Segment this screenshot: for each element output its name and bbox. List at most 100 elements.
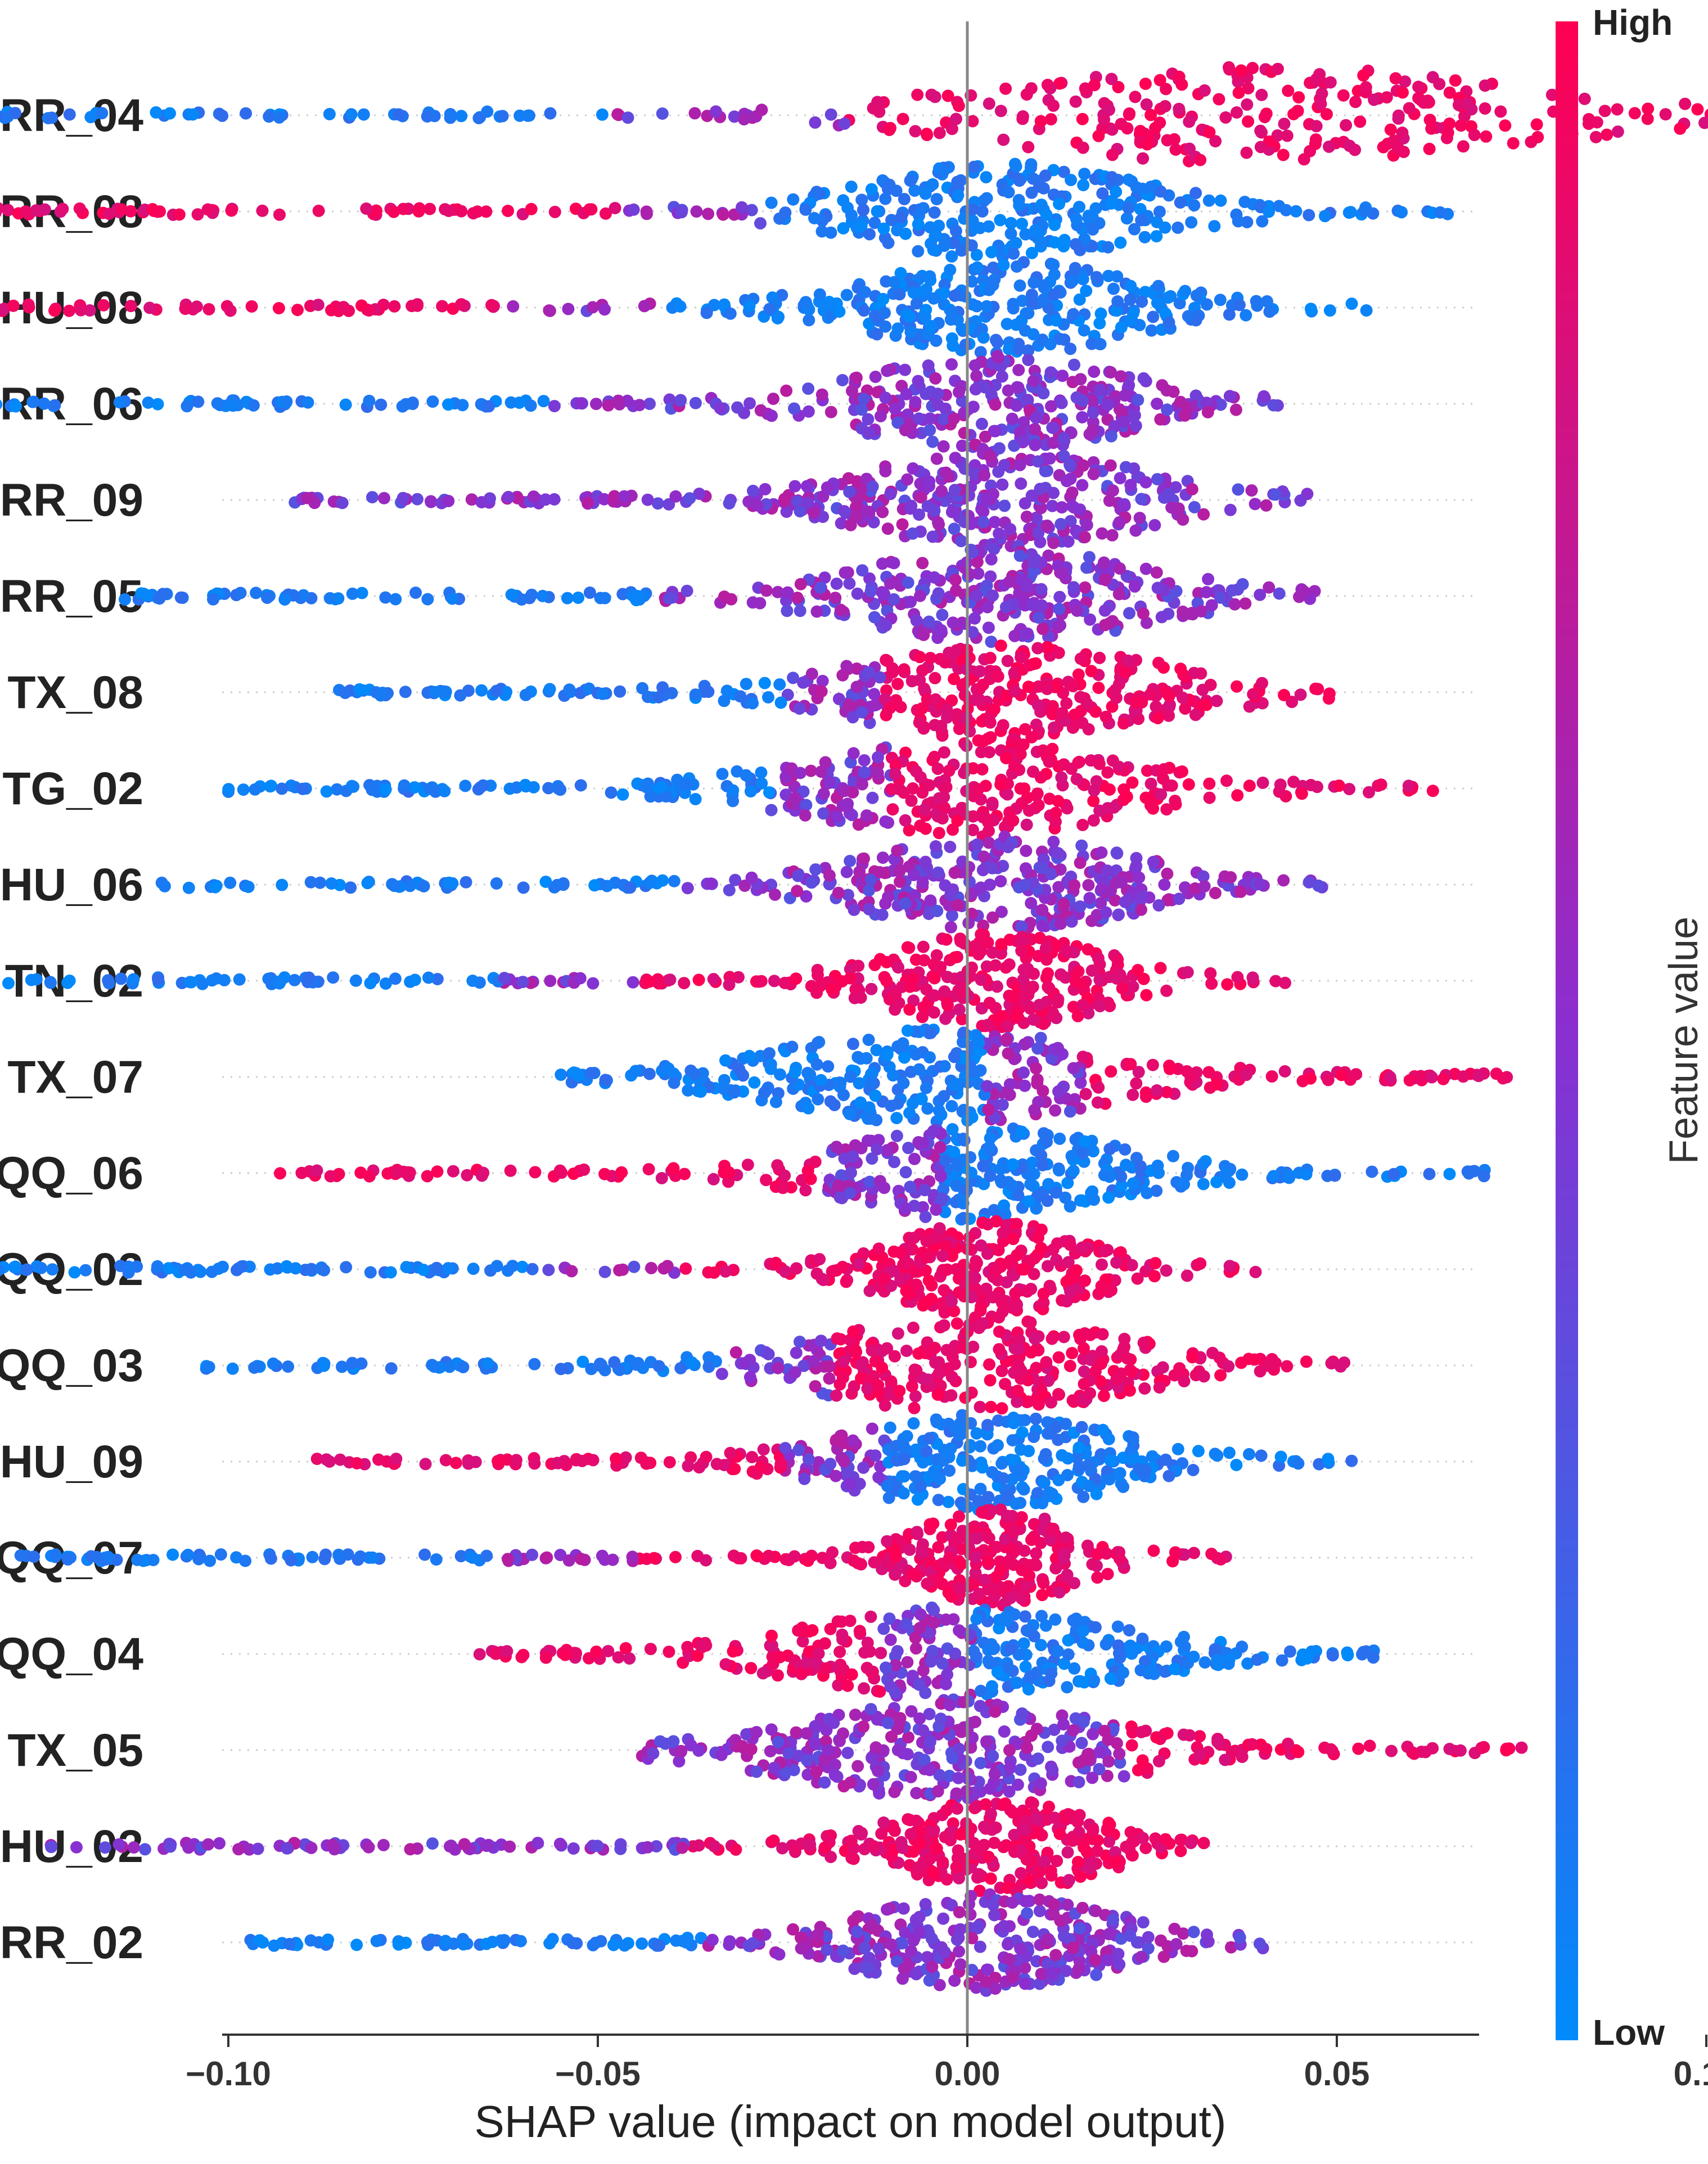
shap-point (1013, 199, 1026, 212)
shap-point (910, 1278, 923, 1291)
shap-point (142, 396, 155, 409)
shap-point (968, 160, 980, 173)
shap-point (1105, 197, 1117, 210)
shap-point (179, 303, 192, 315)
shap-point (913, 508, 926, 521)
shap-point (627, 976, 639, 989)
shap-point (84, 111, 97, 124)
shap-point (301, 492, 314, 504)
shap-point (1030, 511, 1043, 524)
shap-point (1189, 389, 1202, 402)
shap-point (974, 693, 986, 706)
shap-point (740, 678, 752, 691)
shap-point (1137, 607, 1150, 620)
shap-point (379, 591, 392, 604)
shap-point (1641, 112, 1654, 125)
shap-point (1068, 358, 1080, 371)
shap-point (498, 972, 511, 985)
shap-point (1006, 1179, 1019, 1192)
feature-row: HU_06 (0, 830, 1479, 934)
shap-point (912, 245, 925, 258)
shap-point (809, 1155, 822, 1168)
shap-point (431, 1165, 444, 1178)
shap-point (1174, 395, 1187, 408)
shap-point (1031, 787, 1044, 800)
shap-point (989, 333, 1002, 346)
shap-point (983, 97, 995, 110)
shap-point (1171, 221, 1184, 234)
shap-point (1186, 483, 1198, 495)
shap-point (878, 1273, 891, 1286)
shap-point (1083, 551, 1096, 563)
shap-point (913, 651, 926, 664)
shap-point (815, 225, 828, 238)
shap-point (1121, 654, 1134, 667)
shap-point (1044, 113, 1057, 126)
shap-point (1135, 214, 1148, 227)
shap-point (688, 107, 701, 120)
shap-point (934, 1170, 947, 1183)
shap-point (408, 781, 421, 794)
shap-point (912, 218, 925, 231)
shap-point (1064, 1285, 1077, 1298)
shap-point (1037, 853, 1050, 865)
shap-point (984, 1131, 997, 1144)
shap-point (779, 1265, 792, 1278)
shap-point (934, 652, 947, 665)
shap-point (968, 359, 981, 372)
shap-point (1072, 965, 1085, 978)
shap-point (1214, 294, 1227, 306)
shap-point (944, 313, 957, 326)
shap-point (1204, 967, 1217, 980)
shap-point (1088, 784, 1101, 797)
shap-point (1384, 123, 1397, 136)
shap-point (974, 665, 986, 678)
shap-point (1160, 803, 1173, 816)
shap-point (803, 314, 815, 327)
shap-point (871, 1143, 884, 1156)
shap-point (1016, 112, 1029, 125)
shap-point (988, 543, 1001, 556)
shap-point (1060, 1275, 1073, 1288)
shap-point (846, 385, 858, 398)
shap-point (1309, 682, 1322, 695)
shap-point (948, 866, 961, 879)
shap-point (1223, 390, 1236, 403)
shap-point (399, 398, 412, 411)
shap-point (953, 723, 966, 736)
shap-point (1019, 862, 1032, 875)
shap-point (809, 863, 822, 876)
shap-point (1141, 764, 1153, 777)
shap-point (339, 398, 352, 411)
shap-point (1387, 1167, 1400, 1180)
shap-point (364, 977, 377, 990)
shap-point (361, 877, 374, 890)
shap-point (1139, 791, 1152, 804)
shap-point (867, 102, 880, 115)
shap-point (1055, 396, 1068, 409)
shap-point (1263, 205, 1275, 218)
shap-point (1008, 760, 1021, 773)
shap-point (1099, 906, 1112, 919)
shap-point (1545, 88, 1558, 101)
shap-point (115, 972, 128, 985)
shap-point (894, 701, 907, 714)
shap-point (1160, 1264, 1173, 1277)
shap-point (847, 747, 860, 760)
shap-point (22, 298, 35, 311)
feature-row: TX_08 (7, 639, 1479, 746)
shap-point (214, 399, 227, 412)
shap-point (151, 1260, 164, 1273)
shap-point (891, 678, 904, 691)
shap-point (1129, 524, 1142, 537)
shap-point (752, 975, 765, 988)
shap-point (1153, 116, 1166, 129)
shap-point (1013, 458, 1026, 471)
shap-point (1210, 1078, 1223, 1091)
shap-point (840, 1275, 853, 1288)
feature-label: TG_02 (2, 763, 143, 814)
shap-point (1022, 344, 1035, 357)
shap-point (1230, 208, 1243, 221)
shap-point (938, 746, 950, 759)
shap-point (958, 462, 971, 475)
